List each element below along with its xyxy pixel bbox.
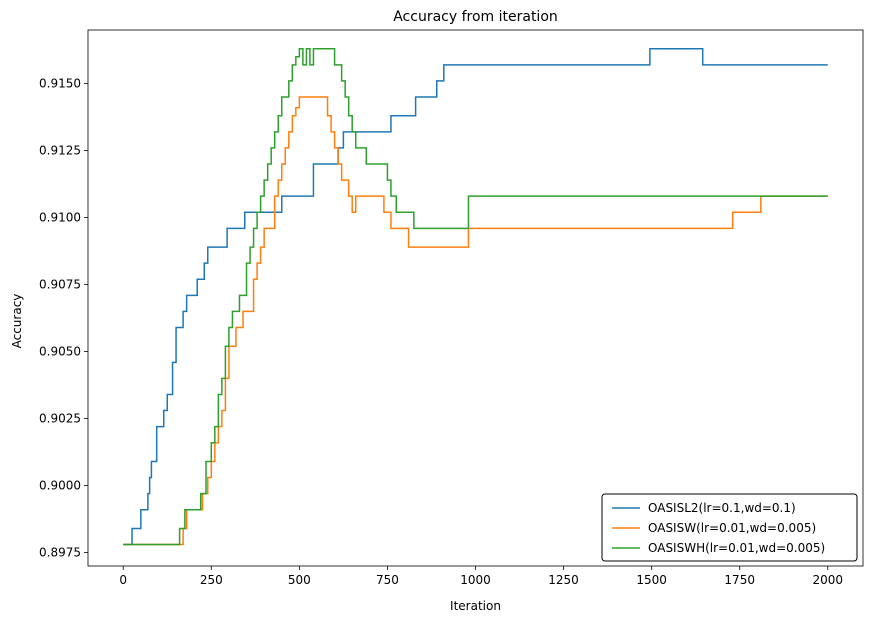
legend-label-3: OASISWH(lr=0.01,wd=0.005) [648, 541, 825, 555]
series-line-1 [123, 48, 828, 546]
y-tick-label: 0.9150 [39, 77, 81, 91]
y-tick-label: 0.8975 [39, 546, 81, 560]
x-tick-label: 2000 [812, 573, 843, 587]
y-tick-label: 0.9025 [39, 412, 81, 426]
series-line-3 [123, 48, 828, 546]
x-tick-label: 0 [119, 573, 127, 587]
y-tick-label: 0.9050 [39, 345, 81, 359]
y-tick-label: 0.9125 [39, 144, 81, 158]
y-tick-label: 0.9075 [39, 278, 81, 292]
legend-box [601, 493, 858, 562]
x-axis-label: Iteration [450, 599, 501, 613]
series-line-2 [123, 96, 828, 546]
x-tick-label: 1000 [460, 573, 491, 587]
x-tick-label: 1500 [636, 573, 667, 587]
y-tick-label: 0.9100 [39, 211, 81, 225]
x-tick-label: 1250 [548, 573, 579, 587]
x-tick-label: 1750 [724, 573, 755, 587]
y-axis-label: Accuracy [10, 294, 24, 349]
legend: OASISL2(lr=0.1,wd=0.1) OASISW(lr=0.01,wd=… [601, 493, 858, 562]
plot-frame [87, 29, 864, 567]
plot-area: 0 250 500 750 1000 1250 1500 1750 2000 0.8975 0.90… [39, 29, 864, 587]
x-tick-label: 500 [288, 573, 311, 587]
legend-label-1: OASISL2(lr=0.1,wd=0.1) [648, 501, 796, 515]
x-tick-label: 750 [376, 573, 399, 587]
legend-label-2: OASISW(lr=0.01,wd=0.005) [648, 521, 816, 535]
y-tick-label: 0.9000 [39, 479, 81, 493]
chart-title: Accuracy from iteration [393, 9, 558, 25]
x-tick-label: 250 [200, 573, 223, 587]
